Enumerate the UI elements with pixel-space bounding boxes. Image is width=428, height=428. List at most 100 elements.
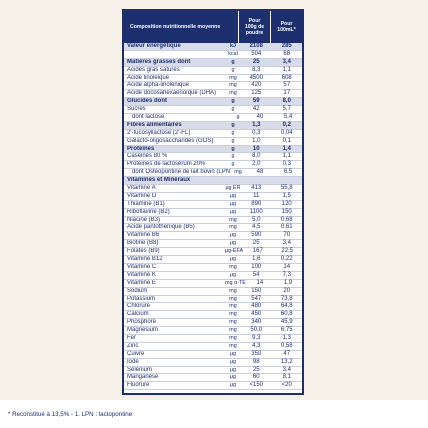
nutrient-unit: mg [229, 327, 237, 334]
value-per-100ml: 22,5 [281, 248, 294, 255]
table-row: Vitamine C mg 100 14 [124, 264, 302, 272]
nutrient-unit: µg [229, 192, 237, 199]
nutrient-unit: mg [229, 74, 237, 81]
nutrient-unit: mg [229, 295, 237, 302]
nutrient-name: Niacine (B3) [127, 216, 161, 223]
table-row: Acides gras saturés g 8,3 1,1 [124, 67, 302, 75]
table-row: Acide pantothénique (B5) mg 4,5 0,61 [124, 224, 302, 233]
nutrient-unit: µg [229, 232, 237, 239]
value-per-100ml: 1,9 [283, 279, 293, 286]
value-per-100g: 14 [256, 279, 264, 286]
nutrient-name: Iode [127, 358, 139, 365]
nutrient-name: Protéines [127, 145, 155, 152]
nutrient-name: Chlorure [127, 303, 151, 310]
table-row: Acide docosahexaénoïque (DHA) mg 125 17 [124, 90, 302, 99]
nutrient-name: Acide linoléique [127, 74, 170, 81]
table-row: Vitamine D µg 11 1,5 [124, 193, 302, 201]
nutrient-name: Vitamine K [127, 271, 156, 278]
nutrient-name: Protéines de lactosérum 20% [127, 161, 206, 168]
nutrient-unit: mg [229, 319, 237, 326]
nutrient-unit: µg [229, 256, 237, 263]
value-per-100g: 5,0 [252, 216, 261, 223]
value-per-100ml: 0,1 [282, 137, 291, 144]
nutrient-unit: µg [229, 271, 237, 278]
table-row: Vitamine B6 µg 590 70 [124, 232, 302, 241]
nutrient-name: Vitamine A [127, 185, 156, 192]
table-row: Sélénium µg 25 3,4 [124, 367, 302, 375]
value-per-100ml: 20 [283, 287, 291, 294]
value-per-100g: 25 [252, 58, 260, 65]
value-per-100ml [272, 177, 303, 184]
nutrient-name: Vitamine D [127, 192, 157, 199]
value-per-100ml: 608 [281, 74, 292, 81]
table-row: Potassium mg 547 73,8 [124, 296, 302, 304]
value-per-100g [241, 177, 272, 184]
nutrient-name: Glucides dont [127, 98, 168, 105]
nutrient-unit: g [231, 58, 235, 65]
table-section-row: Valeur énergétique kJ 2108 285 [124, 43, 302, 51]
table-section-row: Matières grasses dont g 25 3,4 [124, 58, 302, 67]
value-per-100g: 10 [252, 145, 260, 152]
table-row: Caséines 80 % g 8,0 1,1 [124, 153, 302, 162]
value-per-100g: 60 [252, 374, 260, 381]
table-row: Phosphore mg 340 45,9 [124, 319, 302, 328]
nutrient-name: dont Ostéopontine de lait bovin (LPN¹) [132, 169, 230, 176]
nutrient-unit: µg [229, 200, 237, 207]
nutrient-name: Fibres alimentaires [127, 121, 182, 128]
nutrient-name: Sodium [127, 287, 148, 294]
value-per-100ml: 14 [283, 263, 291, 270]
value-per-100ml: 120 [281, 200, 292, 207]
table-row: Fluorure µg <150 <20 [124, 382, 302, 391]
table-row: Folates (B9) µg-EFA 167 22,5 [124, 248, 302, 257]
nutrient-unit: g [231, 129, 235, 136]
value-per-100g: 1,0 [252, 137, 261, 144]
header-per-100g: Pour 100g de poudre [238, 11, 270, 43]
nutrient-name [124, 51, 225, 58]
value-per-100ml: 64,8 [280, 303, 293, 310]
value-per-100ml: 8,1 [282, 374, 291, 381]
value-per-100g: 890 [251, 200, 262, 207]
value-per-100ml: 0,61 [280, 224, 293, 231]
value-per-100g: 25 [252, 366, 260, 373]
footnote: * Reconstitué à 13,5% - 1. LPN : lactopo… [8, 411, 133, 418]
value-per-100ml: 0,58 [280, 342, 293, 349]
value-per-100g: 1,3 [252, 121, 261, 128]
nutrient-unit: g [231, 98, 235, 105]
value-per-100ml: 45,9 [280, 319, 293, 326]
value-per-100ml: 150 [281, 208, 292, 215]
table-header: Composition nutritionnelle moyenne Pour … [124, 11, 302, 43]
nutrient-unit: g [231, 137, 235, 144]
value-per-100g: 0,3 [252, 129, 261, 136]
nutrient-unit: mg [229, 334, 237, 341]
value-per-100ml: 1,3 [282, 334, 291, 341]
table-row: Vitamine E mg α-TE 14 1,9 [124, 280, 302, 288]
nutrient-unit: µg [229, 382, 237, 389]
value-per-100g: 2,0 [252, 161, 261, 168]
value-per-100g: 9,3 [252, 334, 261, 341]
value-per-100g: <150 [249, 382, 263, 389]
value-per-100g: 125 [251, 90, 262, 97]
value-per-100ml: 1,5 [282, 192, 291, 199]
nutrient-unit: µg ER [225, 185, 241, 192]
header-per-100ml: Pour 100mL* [270, 11, 302, 43]
table-section-row: Fibres alimentaires g 1,3 0,2 [124, 121, 302, 130]
value-per-100ml: 70 [283, 232, 291, 239]
nutrient-name: Thiamine (B1) [127, 200, 165, 207]
nutrient-unit: mg [229, 224, 237, 231]
value-per-100g: 11 [253, 192, 260, 199]
table-row: Vitamine A µg ER 413 55,8 [124, 185, 302, 193]
header-composition: Composition nutritionnelle moyenne [130, 24, 221, 30]
value-per-100g: 504 [251, 50, 262, 57]
value-per-100ml: 6,5 [283, 169, 293, 176]
value-per-100ml: 1,1 [282, 153, 291, 160]
value-per-100g: 1100 [249, 208, 263, 215]
nutrient-name: Acide pantothénique (B5) [127, 224, 195, 231]
value-per-100ml: 3,4 [282, 366, 291, 373]
table-row: Niacine (B3) mg 5,0 0,68 [124, 217, 302, 225]
nutrient-unit: g [231, 121, 235, 128]
nutrient-name: Valeur énergétique [127, 43, 181, 49]
nutrient-name: Vitamines et Minéraux [127, 177, 191, 184]
table-row: Vitamine K µg 54 7,3 [124, 272, 302, 280]
value-per-100g: 450 [251, 311, 262, 318]
nutrient-name: Potassium [127, 295, 156, 302]
